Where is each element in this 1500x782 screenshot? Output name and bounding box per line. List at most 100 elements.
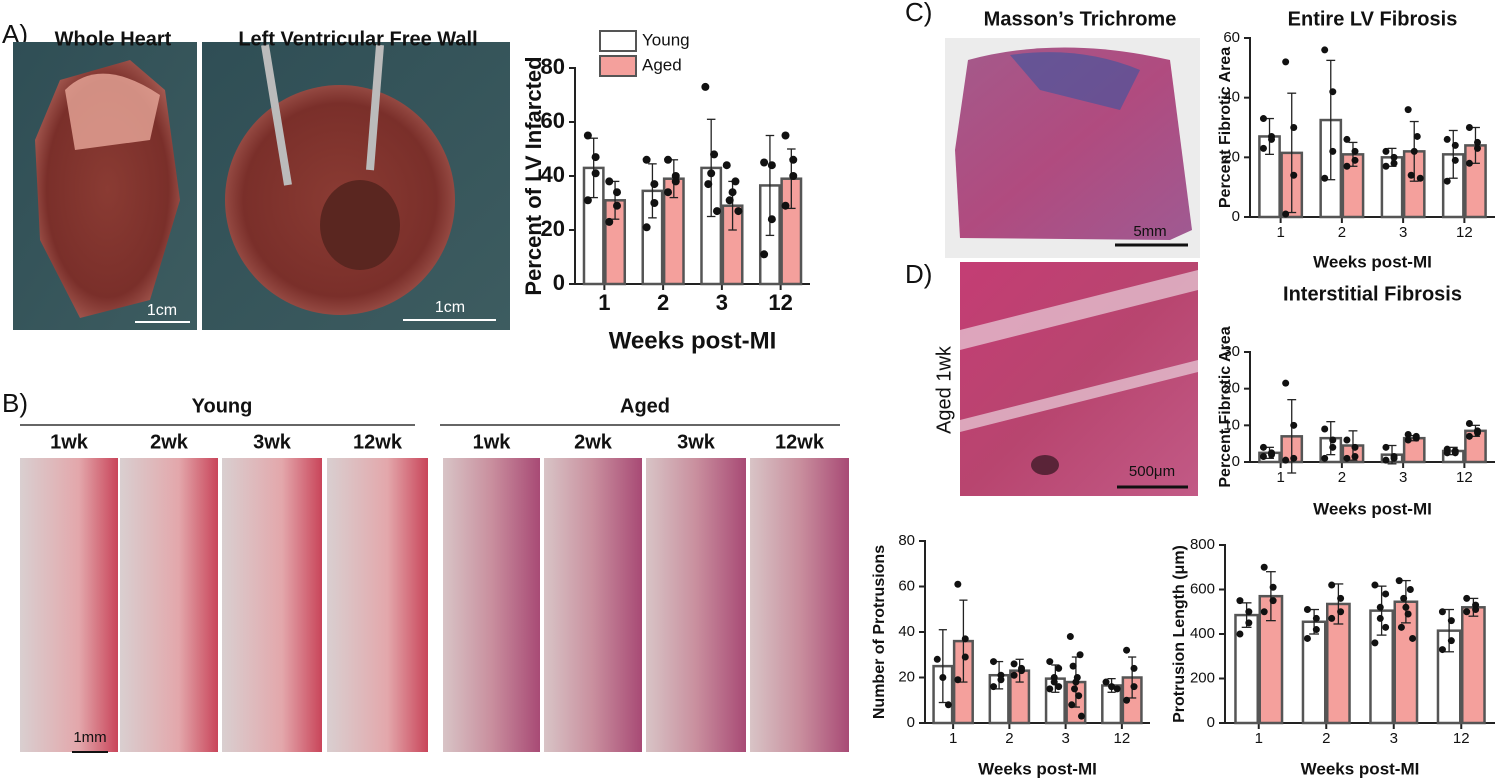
data-point (1447, 617, 1455, 625)
data-point (939, 674, 947, 681)
data-point (1130, 683, 1138, 691)
y-tick-label: 0 (1232, 208, 1240, 225)
data-point (1328, 614, 1336, 622)
data-point (1236, 597, 1244, 605)
group-title: Young (192, 395, 253, 417)
x-tick-label: 1 (1255, 730, 1263, 747)
y-tick-label: 60 (898, 577, 915, 594)
data-point (1066, 633, 1074, 641)
data-point (1451, 141, 1459, 149)
timepoint-label: 1wk (50, 431, 89, 453)
data-point (1123, 646, 1131, 654)
data-point (671, 177, 680, 186)
data-point (1390, 159, 1398, 167)
y-tick-label: 60 (1223, 29, 1240, 46)
fibrosis (1010, 52, 1140, 110)
x-tick-label: 1 (949, 730, 957, 747)
x-tick-label: 2 (1322, 730, 1330, 747)
data-point (1113, 685, 1121, 693)
photo-title: Whole Heart (55, 28, 172, 50)
data-point (1465, 159, 1473, 167)
striation (960, 270, 1198, 432)
histology-image (750, 458, 849, 752)
data-point (722, 161, 731, 170)
data-point (760, 158, 769, 167)
data-point (583, 196, 592, 205)
data-point (1382, 162, 1390, 170)
data-point (1312, 614, 1320, 622)
data-point (704, 180, 713, 189)
data-point (1400, 594, 1408, 602)
data-point (767, 215, 776, 224)
data-point (1328, 581, 1336, 589)
data-point (1329, 436, 1337, 444)
data-point (1260, 563, 1268, 571)
data-point (1329, 443, 1337, 451)
data-point (954, 676, 962, 684)
data-point (664, 188, 673, 197)
data-point (954, 580, 962, 588)
x-axis-title: Weeks post-MI (1313, 252, 1432, 271)
y-tick-label: 0 (907, 714, 915, 731)
data-point (781, 131, 790, 140)
data-point (1245, 619, 1253, 627)
data-point (944, 701, 952, 709)
data-point (1404, 106, 1412, 114)
data-point (1451, 449, 1459, 457)
y-axis-title: Percent Fibrotic Area (1217, 47, 1234, 208)
data-point (1443, 449, 1451, 457)
y-tick-label: 0 (1207, 714, 1215, 731)
x-tick-label: 12 (1114, 730, 1131, 747)
data-point (1343, 454, 1351, 462)
data-point (1071, 685, 1079, 693)
data-point (1290, 171, 1298, 179)
x-tick-label: 2 (1005, 730, 1013, 747)
data-point (1072, 678, 1080, 686)
data-point (1402, 603, 1410, 611)
y-axis-title: Percent of LV Infarcted (521, 56, 546, 295)
data-point (1269, 583, 1277, 591)
data-point (1055, 683, 1063, 691)
data-point (583, 131, 592, 140)
chart-title: Entire LV Fibrosis (1288, 8, 1458, 30)
data-point (605, 217, 614, 226)
data-point (1268, 135, 1276, 143)
scale-label: 1cm (435, 299, 465, 316)
y-tick-label: 30 (1223, 343, 1240, 360)
data-point (1259, 443, 1267, 451)
histology-image (646, 458, 746, 752)
y-tick-label: 20 (1223, 148, 1240, 165)
data-point (789, 155, 798, 164)
timepoint-label: 12wk (775, 431, 825, 453)
timepoint-label: 1wk (473, 431, 512, 453)
y-axis-title: Protrusion Length (μm) (1171, 545, 1188, 723)
atria (65, 73, 160, 150)
histology-image (20, 458, 118, 752)
data-point (1371, 581, 1379, 589)
data-point (1018, 667, 1026, 675)
data-point (1259, 144, 1267, 152)
chart-title: Interstitial Fibrosis (1283, 283, 1462, 305)
y-axis-title: Number of Protrusions (871, 545, 888, 719)
histology-image (443, 458, 540, 752)
y-tick-label: 400 (1190, 625, 1215, 642)
data-point (1329, 88, 1337, 96)
histology-image (327, 458, 428, 752)
data-point (712, 207, 721, 216)
data-point (1069, 662, 1077, 670)
scale-label: 5mm (1133, 223, 1166, 240)
x-tick-label: 1 (598, 290, 610, 315)
x-axis-title: Weeks post-MI (1313, 499, 1432, 518)
error-bar (1444, 608, 1455, 653)
y-tick-label: 80 (898, 532, 915, 549)
error-bar (1448, 129, 1458, 179)
data-point (1046, 658, 1054, 666)
data-point (1474, 144, 1482, 152)
data-point (1321, 174, 1329, 182)
y-tick-label: 0 (553, 270, 565, 295)
photo-title: Left Ventricular Free Wall (238, 28, 477, 50)
data-point (1404, 436, 1412, 444)
data-point (1351, 443, 1359, 451)
data-point (1397, 623, 1405, 631)
